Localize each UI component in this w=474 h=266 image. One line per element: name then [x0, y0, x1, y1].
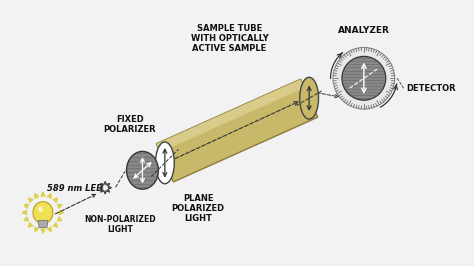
Ellipse shape — [127, 151, 158, 189]
Ellipse shape — [38, 206, 43, 212]
Text: NON-POLARIZED
LIGHT: NON-POLARIZED LIGHT — [84, 215, 156, 235]
Text: ANALYZER: ANALYZER — [338, 26, 390, 35]
Polygon shape — [156, 79, 318, 182]
Circle shape — [333, 47, 395, 109]
Text: 589 nm LED: 589 nm LED — [47, 184, 103, 193]
Polygon shape — [38, 221, 48, 227]
Circle shape — [342, 56, 386, 100]
Polygon shape — [156, 79, 304, 152]
Text: DETECTOR: DETECTOR — [406, 84, 456, 93]
Ellipse shape — [155, 142, 174, 184]
Polygon shape — [33, 202, 53, 223]
Ellipse shape — [300, 77, 319, 119]
Text: PLANE
POLARIZED
LIGHT: PLANE POLARIZED LIGHT — [172, 194, 225, 223]
Text: SAMPLE TUBE
WITH OPTICALLY
ACTIVE SAMPLE: SAMPLE TUBE WITH OPTICALLY ACTIVE SAMPLE — [191, 24, 268, 53]
Text: FIXED
POLARIZER: FIXED POLARIZER — [104, 115, 156, 135]
